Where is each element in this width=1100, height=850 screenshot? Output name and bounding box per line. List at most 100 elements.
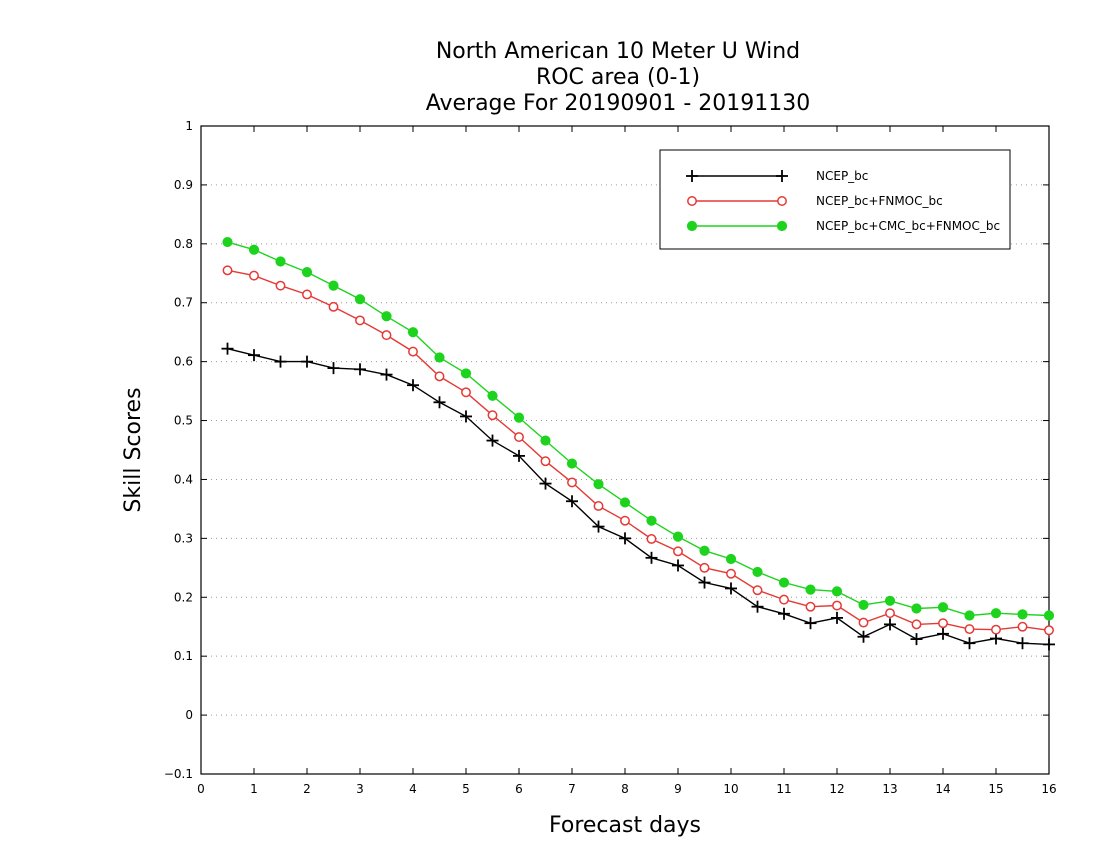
data-point — [804, 617, 817, 630]
data-point — [1043, 638, 1055, 651]
data-point — [885, 608, 895, 619]
data-point — [486, 434, 499, 447]
data-point — [831, 611, 843, 624]
grid — [201, 184, 1049, 716]
data-point — [1017, 621, 1028, 632]
legend-marker — [686, 220, 698, 232]
data-point — [910, 633, 923, 646]
y-tick-label: −0.1 — [164, 767, 193, 781]
data-point — [752, 566, 763, 578]
y-axis-label: Skill Scores — [121, 387, 146, 512]
y-tick-label: 1 — [185, 119, 193, 133]
x-tick-label: 10 — [723, 782, 738, 796]
data-point — [778, 577, 790, 588]
data-point — [646, 515, 657, 526]
data-point — [884, 595, 896, 606]
data-point — [248, 244, 260, 255]
data-point — [699, 545, 710, 556]
data-point — [938, 618, 948, 629]
data-point — [620, 515, 630, 526]
data-point — [380, 368, 393, 381]
legend-marker — [686, 170, 698, 182]
data-point — [354, 363, 366, 376]
data-point — [328, 301, 339, 312]
data-point — [408, 346, 418, 357]
data-point — [964, 610, 975, 621]
data-point — [805, 584, 816, 595]
x-tick-label: 5 — [462, 782, 470, 796]
data-point — [778, 607, 790, 620]
y-tick-label: 0.6 — [174, 355, 193, 369]
x-tick-label: 16 — [1041, 782, 1056, 796]
data-point — [831, 586, 843, 597]
y-tick-label: 0.5 — [174, 414, 193, 428]
data-point — [539, 477, 552, 490]
x-tick-label: 4 — [409, 782, 417, 796]
series-line — [227, 348, 1050, 646]
x-tick-label: 8 — [621, 782, 629, 796]
x-tick-label: 6 — [515, 782, 523, 796]
legend-marker — [687, 196, 697, 206]
data-point — [645, 551, 658, 564]
data-point — [937, 627, 949, 640]
title-line-2: ROC area (0-1) — [536, 65, 700, 90]
title-line-1: North American 10 Meter U Wind — [436, 39, 800, 64]
data-point — [513, 449, 525, 462]
data-point — [381, 311, 392, 322]
data-point — [725, 553, 737, 565]
data-point — [673, 546, 683, 557]
data-point — [619, 532, 631, 545]
data-point — [275, 256, 286, 267]
x-tick-label: 0 — [197, 782, 205, 796]
data-point — [274, 355, 287, 368]
data-point — [779, 594, 789, 605]
data-point — [301, 266, 313, 278]
data-point — [726, 568, 736, 579]
series-line — [227, 241, 1050, 617]
x-tick-label: 9 — [674, 782, 682, 796]
legend-label: NCEP_bc+FNMOC_bc — [816, 194, 943, 208]
data-point — [433, 396, 446, 409]
series-1 — [221, 342, 1055, 651]
data-point — [990, 608, 1002, 619]
legend-entry-1: NCEP_bc — [686, 169, 868, 183]
data-point — [354, 294, 366, 305]
x-tick-label: 15 — [988, 782, 1003, 796]
y-tick-label: 0.1 — [174, 649, 193, 663]
series-3 — [222, 236, 1055, 621]
y-tick-label: 0.9 — [174, 178, 193, 192]
data-point — [221, 342, 234, 355]
legend-marker — [776, 220, 788, 232]
data-point — [725, 582, 737, 595]
data-point — [540, 456, 551, 467]
data-point — [301, 355, 313, 368]
x-tick-label: 13 — [882, 782, 897, 796]
data-point — [302, 289, 312, 300]
data-point — [407, 327, 419, 338]
data-point — [487, 390, 498, 401]
y-tick-label: 0.8 — [174, 237, 193, 251]
legend-marker — [776, 170, 788, 182]
data-point — [698, 576, 711, 589]
data-point — [619, 497, 631, 508]
data-point — [248, 349, 260, 362]
title-line-3: Average For 20190901 - 20191130 — [426, 91, 811, 116]
series-layer — [221, 236, 1055, 651]
data-point — [249, 270, 259, 281]
data-point — [1017, 609, 1028, 620]
data-point — [407, 379, 419, 392]
y-tick-label: 0 — [185, 708, 193, 722]
data-point — [222, 236, 233, 248]
data-point — [751, 600, 764, 613]
y-tick-label: 0.4 — [174, 472, 193, 486]
x-tick-label: 2 — [303, 782, 311, 796]
data-point — [434, 371, 445, 382]
legend-marker — [777, 196, 787, 206]
data-point — [355, 315, 365, 326]
x-axis-ticks: 0 1 2 3 4 5 6 7 8 9 10 11 12 13 14 15 16 — [197, 126, 1057, 796]
data-point — [566, 458, 578, 469]
data-point — [911, 619, 922, 630]
legend-label: NCEP_bc — [816, 169, 868, 183]
x-tick-label: 14 — [935, 782, 950, 796]
